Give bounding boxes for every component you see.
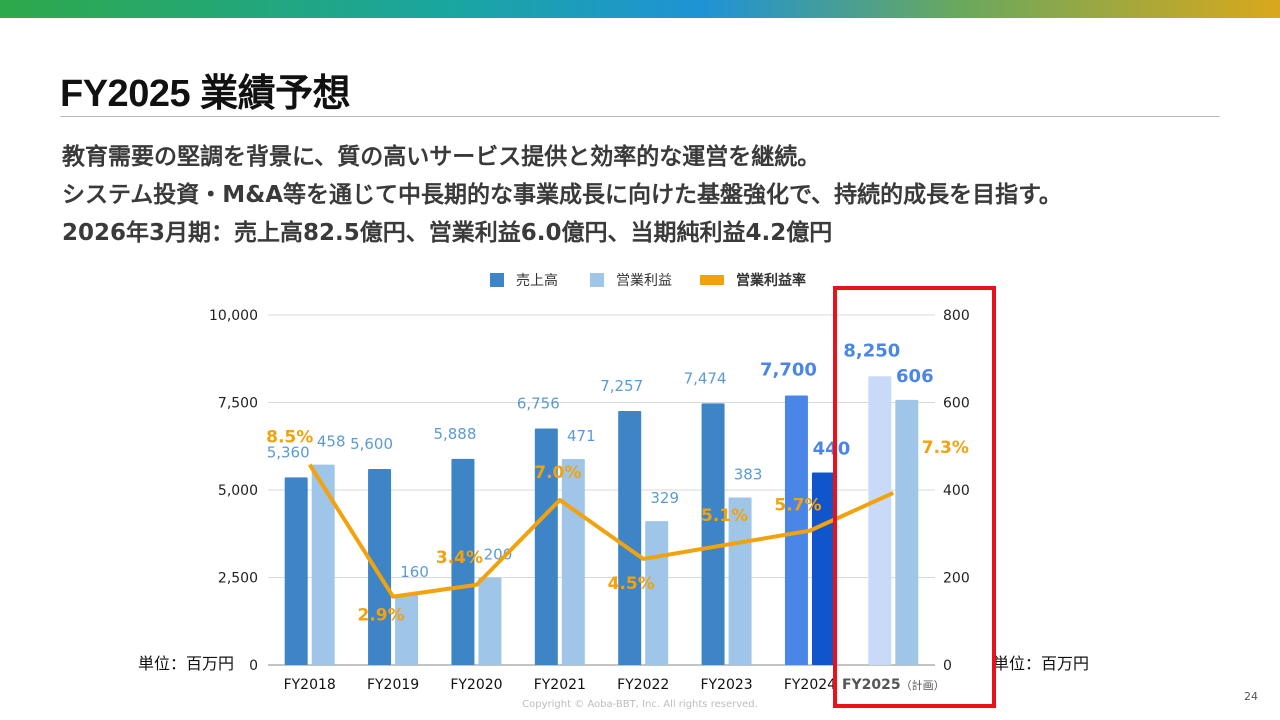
page-number: 24 xyxy=(1244,690,1258,703)
category-label-FY2025: FY2025（計画） xyxy=(842,677,945,693)
sales-value-label-FY2024: 7,700 xyxy=(760,360,817,381)
top-color-stripe xyxy=(0,0,1280,18)
op-profit-bar-FY2023 xyxy=(728,497,752,665)
legend-label-3: 営業利益率 xyxy=(736,272,806,289)
summary-line-1: 教育需要の堅調を背景に、質の高いサービス提供と効率的な運営を継続。 xyxy=(62,144,821,170)
sales-bar-FY2018 xyxy=(284,477,308,665)
legend-label-2: 営業利益 xyxy=(616,273,672,289)
category-label-FY2018: FY2018 xyxy=(284,677,336,693)
op-margin-label-FY2018: 8.5% xyxy=(266,428,313,448)
op-profit-bar-FY2019 xyxy=(395,595,419,665)
op-profit-value-label-FY2021: 471 xyxy=(567,427,596,445)
sales-bar-FY2022 xyxy=(618,411,642,665)
fy2025-highlight-box xyxy=(833,286,996,708)
legend-label-1: 売上高 xyxy=(516,272,558,289)
op-margin-label-FY2022: 4.5% xyxy=(608,574,655,594)
op-margin-label-FY2021: 7.0% xyxy=(534,463,581,483)
left-axis-tick: 0 xyxy=(249,658,258,674)
right-axis-tick: 0 xyxy=(943,658,952,674)
right-axis-tick: 200 xyxy=(943,571,970,587)
category-label-FY2021: FY2021 xyxy=(534,677,586,693)
sales-bar-FY2021 xyxy=(534,428,558,665)
op-profit-value-label-FY2025: 606 xyxy=(896,366,934,387)
category-label-FY2023: FY2023 xyxy=(700,677,752,693)
op-profit-value-label-FY2022: 329 xyxy=(650,489,679,507)
legend-swatch-3 xyxy=(700,275,724,285)
op-margin-line xyxy=(307,463,895,599)
left-axis-tick: 2,500 xyxy=(218,571,258,587)
op-margin-label-FY2024: 5.7% xyxy=(774,496,821,516)
summary-line-3: 2026年3月期：売上高82.5億円、営業利益6.0億円、当期純利益4.2億円 xyxy=(62,220,833,246)
summary-text: 教育需要の堅調を背景に、質の高いサービス提供と効率的な運営を継続。 システム投資… xyxy=(62,138,1242,252)
legend-swatch-2 xyxy=(590,273,604,287)
op-margin-label-FY2019: 2.9% xyxy=(357,606,404,626)
right-axis-tick: 400 xyxy=(943,483,970,499)
page-title: FY2025 業績予想 xyxy=(60,73,351,115)
category-label-FY2024: FY2024 xyxy=(784,677,836,693)
op-profit-value-label-FY2024: 440 xyxy=(813,439,851,460)
sales-value-label-FY2025: 8,250 xyxy=(843,340,900,361)
op-profit-bar-FY2018 xyxy=(311,464,335,665)
sales-value-label-FY2023: 7,474 xyxy=(684,369,727,387)
sales-bar-FY2023 xyxy=(701,403,725,665)
op-margin-label-FY2023: 5.1% xyxy=(701,506,748,526)
category-label-FY2019: FY2019 xyxy=(367,677,419,693)
summary-line-2: システム投資・M&A等を通じて中長期的な事業成長に向けた基盤強化で、持続的成長を… xyxy=(62,182,1062,208)
sales-value-label-FY2019: 5,600 xyxy=(350,435,393,453)
sales-value-label-FY2021: 6,756 xyxy=(517,395,560,413)
legend-swatch-1 xyxy=(490,273,504,287)
sales-value-label-FY2022: 7,257 xyxy=(600,377,643,395)
sales-bar-FY2024 xyxy=(784,395,808,665)
left-axis-tick: 5,000 xyxy=(218,483,258,499)
op-profit-bar-FY2020 xyxy=(478,577,502,665)
sales-bar-FY2020 xyxy=(451,458,475,665)
op-margin-label-FY2025: 7.3% xyxy=(922,438,969,458)
op-profit-value-label-FY2020: 200 xyxy=(484,546,513,564)
copyright-footer: Copyright © Aoba-BBT, Inc. All rights re… xyxy=(522,699,758,710)
op-profit-bar-FY2021 xyxy=(561,458,585,665)
right-unit-label: 単位：百万円 xyxy=(993,654,1089,673)
category-label-FY2022: FY2022 xyxy=(617,677,669,693)
op-profit-bar-FY2025 xyxy=(895,399,919,665)
sales-value-label-FY2018: 5,360 xyxy=(267,443,310,461)
right-axis-tick: 800 xyxy=(943,308,970,324)
sales-value-label-FY2020: 5,888 xyxy=(433,425,476,443)
op-margin-label-FY2020: 3.4% xyxy=(436,548,483,568)
op-profit-value-label-FY2023: 383 xyxy=(734,465,763,483)
left-axis-tick: 7,500 xyxy=(218,396,258,412)
left-unit-label: 単位：百万円 xyxy=(138,654,234,673)
sales-bar-FY2019 xyxy=(368,469,392,665)
title-divider xyxy=(60,116,1220,117)
op-profit-value-label-FY2019: 160 xyxy=(400,563,429,581)
sales-bar-FY2025 xyxy=(868,376,892,665)
left-axis-tick: 10,000 xyxy=(209,308,258,324)
right-axis-tick: 600 xyxy=(943,396,970,412)
op-profit-value-label-FY2018: 458 xyxy=(317,433,346,451)
category-label-FY2020: FY2020 xyxy=(450,677,502,693)
